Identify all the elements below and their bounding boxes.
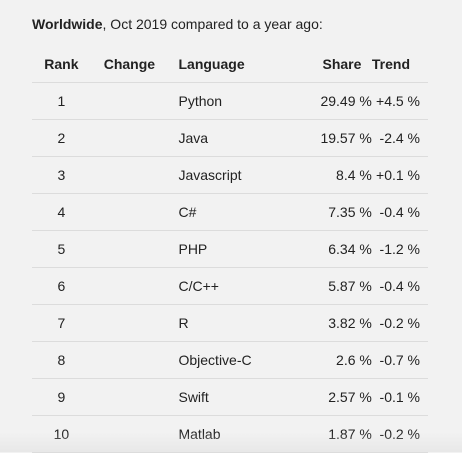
table-row: 2 Java 19.57 % -2.4 %	[32, 119, 428, 157]
change-cell	[90, 230, 179, 268]
header-trend: Trend	[371, 46, 428, 83]
table-row: 3 Javascript 8.4 % +0.1 %	[32, 156, 428, 194]
trend-cell: -0.1 %	[371, 378, 428, 416]
language-cell: Python	[178, 82, 291, 120]
language-cell: Matlab	[178, 415, 291, 453]
table-row: 9 Swift 2.57 % -0.1 %	[32, 378, 428, 416]
share-cell: 8.4 %	[290, 156, 372, 194]
trend-cell: +4.5 %	[371, 82, 428, 120]
language-cell: Objective-C	[178, 341, 291, 379]
language-ranking-table: Rank Change Language Share Trend 1 Python…	[32, 46, 428, 453]
rank-cell: 4	[32, 193, 91, 231]
change-cell	[90, 82, 179, 120]
rank-cell: 6	[32, 267, 91, 305]
trend-cell: -2.4 %	[371, 119, 428, 157]
language-cell: R	[178, 304, 291, 342]
change-cell	[90, 119, 179, 157]
table-row: 1 Python 29.49 % +4.5 %	[32, 82, 428, 120]
change-cell	[90, 267, 179, 305]
rank-cell: 5	[32, 230, 91, 268]
share-cell: 29.49 %	[290, 82, 372, 120]
header-rank: Rank	[32, 46, 91, 83]
change-cell	[90, 378, 179, 416]
trend-cell: -0.2 %	[371, 415, 428, 453]
table-row: 7 R 3.82 % -0.2 %	[32, 304, 428, 342]
trend-cell: -0.7 %	[371, 341, 428, 379]
table-row: 6 C/C++ 5.87 % -0.4 %	[32, 267, 428, 305]
change-cell	[90, 415, 179, 453]
caption-text: , Oct 2019 compared to a year ago:	[102, 16, 323, 32]
table-row: 4 C# 7.35 % -0.4 %	[32, 193, 428, 231]
share-cell: 2.6 %	[290, 341, 372, 379]
header-share: Share	[290, 46, 372, 83]
change-cell	[90, 341, 179, 379]
share-cell: 7.35 %	[290, 193, 372, 231]
table-row: 5 PHP 6.34 % -1.2 %	[32, 230, 428, 268]
share-cell: 5.87 %	[290, 267, 372, 305]
table-header-row: Rank Change Language Share Trend	[32, 46, 428, 83]
language-cell: C#	[178, 193, 291, 231]
share-cell: 3.82 %	[290, 304, 372, 342]
caption-region: Worldwide	[32, 16, 103, 32]
rank-cell: 7	[32, 304, 91, 342]
rank-cell: 8	[32, 341, 91, 379]
header-change: Change	[90, 46, 179, 83]
change-cell	[90, 156, 179, 194]
language-cell: Swift	[178, 378, 291, 416]
language-cell: Java	[178, 119, 291, 157]
language-cell: C/C++	[178, 267, 291, 305]
trend-cell: -1.2 %	[371, 230, 428, 268]
language-cell: Javascript	[178, 156, 291, 194]
trend-cell: -0.2 %	[371, 304, 428, 342]
trend-cell: -0.4 %	[371, 267, 428, 305]
share-cell: 19.57 %	[290, 119, 372, 157]
share-cell: 6.34 %	[290, 230, 372, 268]
change-cell	[90, 193, 179, 231]
change-cell	[90, 304, 179, 342]
header-language: Language	[178, 46, 291, 83]
table-row: 8 Objective-C 2.6 % -0.7 %	[32, 341, 428, 379]
table-row: 10 Matlab 1.87 % -0.2 %	[32, 415, 428, 453]
trend-cell: -0.4 %	[371, 193, 428, 231]
rank-cell: 3	[32, 156, 91, 194]
rank-cell: 1	[32, 82, 91, 120]
language-cell: PHP	[178, 230, 291, 268]
rank-cell: 2	[32, 119, 91, 157]
rank-cell: 9	[32, 378, 91, 416]
share-cell: 2.57 %	[290, 378, 372, 416]
trend-cell: +0.1 %	[371, 156, 428, 194]
rank-cell: 10	[32, 415, 91, 453]
table-caption: Worldwide, Oct 2019 compared to a year a…	[32, 14, 323, 34]
share-cell: 1.87 %	[290, 415, 372, 453]
